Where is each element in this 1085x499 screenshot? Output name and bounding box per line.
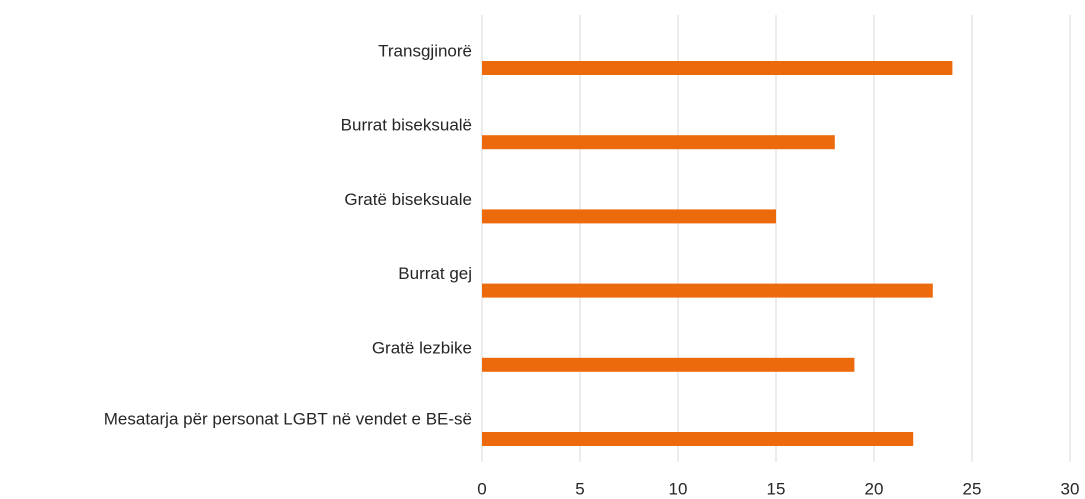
x-tick-label: 20 xyxy=(865,479,884,498)
category-label: Gratë lezbike xyxy=(372,338,472,357)
category-label: Burrat biseksualë xyxy=(341,116,472,135)
x-tick-label: 15 xyxy=(767,479,786,498)
bar xyxy=(482,357,855,372)
bar xyxy=(482,209,776,224)
bar xyxy=(482,432,914,446)
x-tick-label: 30 xyxy=(1061,479,1080,498)
category-label: Gratë biseksuale xyxy=(344,190,472,209)
category-label: Transgjinorë xyxy=(378,41,472,60)
x-tick-label: 25 xyxy=(963,479,982,498)
bar xyxy=(482,61,953,75)
bar xyxy=(482,283,933,298)
category-label: Mesatarja për personat LGBT në vendet e … xyxy=(104,409,472,428)
x-tick-label: 0 xyxy=(477,479,486,498)
bar xyxy=(482,135,835,150)
x-tick-label: 5 xyxy=(575,479,584,498)
x-tick-label: 10 xyxy=(669,479,688,498)
category-label: Burrat gej xyxy=(398,264,472,283)
